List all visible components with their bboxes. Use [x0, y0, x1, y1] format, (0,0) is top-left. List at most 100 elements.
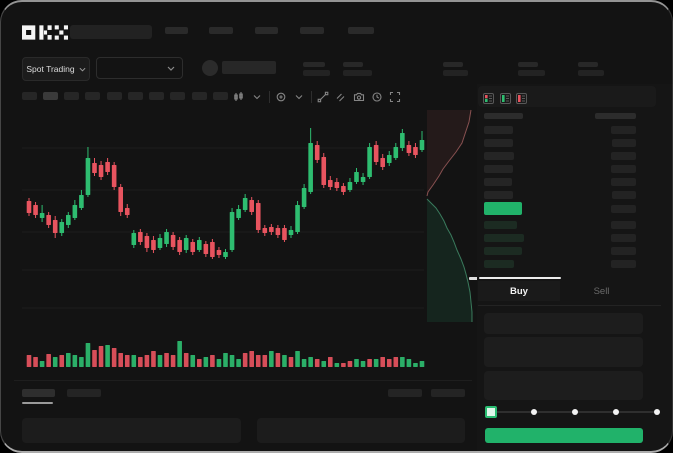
bid-price-placeholder[interactable]: [484, 247, 522, 255]
nav-item-placeholder[interactable]: [209, 27, 233, 34]
interval-chip[interactable]: [128, 92, 143, 100]
nav-item-placeholder[interactable]: [255, 27, 278, 34]
volume-bar: [386, 359, 392, 367]
interval-chip[interactable]: [213, 92, 228, 100]
volume-bar: [229, 355, 235, 367]
volume-bar: [341, 363, 346, 367]
compare-icon[interactable]: [335, 90, 347, 102]
depth-chart: [426, 109, 473, 322]
interval-chip[interactable]: [85, 92, 100, 100]
bid-price-placeholder[interactable]: [484, 234, 524, 242]
amount-slider-handle[interactable]: [485, 406, 497, 418]
volume-bar: [367, 359, 372, 367]
candle: [314, 141, 320, 163]
candle: [223, 249, 228, 259]
slider-stop-dot[interactable]: [613, 409, 619, 415]
volume-bar: [79, 357, 84, 367]
ask-price-placeholder[interactable]: [484, 165, 513, 173]
bid-price-placeholder[interactable]: [484, 221, 517, 229]
fullscreen-icon[interactable]: [389, 90, 401, 103]
volume-bar: [210, 355, 215, 367]
candle-style-icon[interactable]: [233, 90, 245, 102]
volume-bar: [85, 343, 91, 367]
interval-chip[interactable]: [43, 92, 58, 100]
nav-item-placeholder[interactable]: [348, 27, 374, 34]
candle: [164, 229, 169, 247]
tab-sell[interactable]: Sell: [593, 285, 610, 297]
order-form-field-1[interactable]: [484, 337, 643, 367]
bid-amount-placeholder: [611, 247, 636, 255]
candle: [216, 247, 222, 258]
candle: [131, 230, 137, 248]
bottom-action-0[interactable]: [388, 389, 422, 397]
orderbook-header-amount: [595, 113, 636, 119]
slider-stop-dot[interactable]: [572, 409, 578, 415]
indicators-icon[interactable]: [275, 90, 287, 102]
bid-price-placeholder[interactable]: [484, 260, 514, 268]
bottom-tab-0[interactable]: [22, 389, 55, 397]
interval-chip[interactable]: [192, 92, 207, 100]
buy-submit-button[interactable]: [485, 428, 643, 443]
interval-chip[interactable]: [170, 92, 185, 100]
volume-bar: [275, 353, 281, 367]
volume-bar: [26, 355, 32, 367]
interval-chip[interactable]: [149, 92, 164, 100]
nav-item-placeholder[interactable]: [165, 27, 188, 34]
toolbar-separator: [311, 91, 312, 103]
market-type-selector[interactable]: Spot Trading: [22, 57, 90, 81]
interval-chip[interactable]: [64, 92, 79, 100]
ask-price-placeholder[interactable]: [484, 126, 513, 134]
ask-price-placeholder[interactable]: [484, 152, 514, 160]
camera-icon[interactable]: [353, 90, 365, 102]
stat-label-placeholder: [343, 62, 363, 67]
global-search-input[interactable]: [70, 25, 152, 39]
bid-amount-placeholder: [611, 221, 636, 229]
stat-value-placeholder: [443, 70, 468, 76]
pair-selector-dropdown[interactable]: [96, 57, 183, 79]
stat-value-placeholder: [343, 70, 372, 76]
ask-price-placeholder[interactable]: [484, 191, 513, 199]
book-asks-icon[interactable]: [516, 91, 527, 104]
stat-value-placeholder: [518, 70, 545, 76]
chevron-down-icon[interactable]: [293, 90, 305, 102]
slider-stop-dot[interactable]: [531, 409, 537, 415]
book-combined-icon[interactable]: [483, 91, 494, 104]
bottom-action-1[interactable]: [431, 389, 465, 397]
okx-logo[interactable]: [22, 25, 68, 40]
history-icon[interactable]: [371, 90, 383, 102]
trendline-tool-icon[interactable]: [317, 90, 329, 103]
ask-price-placeholder[interactable]: [484, 178, 512, 186]
slider-stop-dot[interactable]: [654, 409, 660, 415]
stat-value-placeholder: [578, 70, 604, 76]
book-bids-icon[interactable]: [500, 91, 511, 104]
nav-item-placeholder[interactable]: [300, 27, 324, 34]
candle: [413, 143, 418, 158]
stat-label-placeholder: [578, 62, 598, 67]
volume-bar: [334, 363, 340, 367]
pair-name-placeholder: [222, 61, 276, 74]
chevron-down-icon[interactable]: [251, 90, 263, 102]
volume-bar: [131, 355, 137, 367]
order-form-field-0[interactable]: [484, 313, 643, 334]
candle: [170, 232, 176, 250]
volume-bar: [151, 351, 156, 367]
tab-buy[interactable]: Buy: [478, 281, 560, 301]
candlestick-chart[interactable]: [20, 108, 426, 370]
order-form-field-2[interactable]: [484, 371, 643, 400]
candle: [301, 184, 307, 209]
volume-bar: [52, 357, 58, 367]
volume-bar: [347, 361, 353, 367]
interval-chip[interactable]: [107, 92, 122, 100]
ask-price-placeholder[interactable]: [484, 139, 513, 147]
bottom-tab-1[interactable]: [67, 389, 101, 397]
last-price-badge[interactable]: [484, 202, 522, 215]
candle: [269, 224, 274, 235]
volume-bar: [144, 355, 150, 367]
order-side-tabs: [478, 277, 661, 306]
volume-bar: [419, 361, 425, 367]
candle: [98, 161, 104, 180]
interval-chip[interactable]: [22, 92, 37, 100]
ask-amount-placeholder: [611, 178, 636, 186]
